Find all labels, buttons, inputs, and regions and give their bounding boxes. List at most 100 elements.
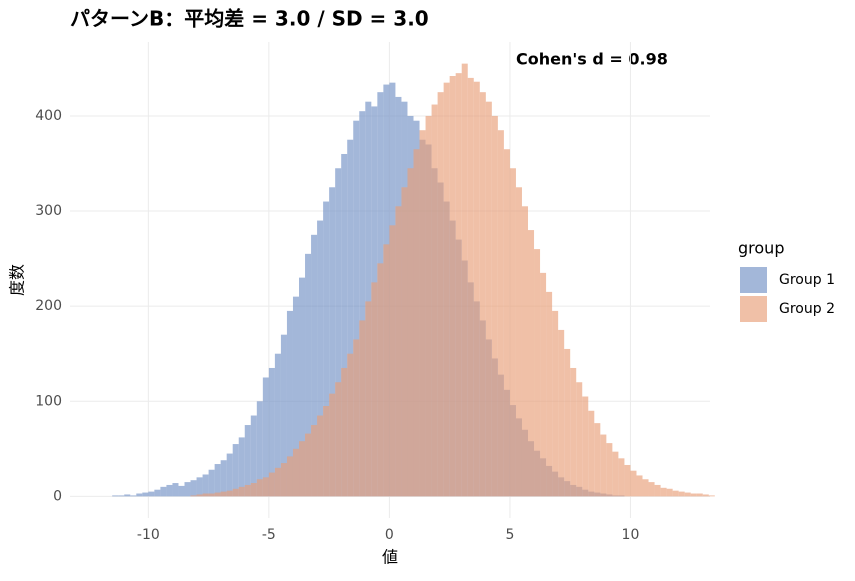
bar (112, 495, 119, 497)
bar (600, 434, 607, 497)
bar (232, 444, 239, 497)
bar (208, 469, 215, 497)
bar (684, 492, 691, 497)
bar (299, 277, 306, 497)
bar (419, 130, 426, 497)
bar (576, 382, 583, 497)
bar (401, 187, 408, 497)
x-tick-label: 5 (505, 527, 514, 543)
y-tick-label: 400 (35, 108, 62, 124)
bar (624, 464, 631, 497)
legend-label: Group 1 (779, 272, 835, 288)
bar (214, 464, 221, 497)
bar (220, 491, 227, 497)
bar (371, 282, 378, 497)
bar (690, 493, 697, 497)
bar (286, 310, 293, 497)
bar (678, 491, 685, 497)
bar (190, 495, 197, 497)
bar (461, 63, 468, 497)
bar (407, 168, 414, 497)
bar (317, 415, 324, 497)
bar (449, 76, 456, 497)
annotation: Cohen's d = 0.98 (516, 50, 668, 69)
bar (582, 396, 589, 497)
bar (654, 484, 661, 497)
bar (365, 301, 372, 497)
bar (347, 139, 354, 497)
bar (292, 448, 300, 497)
bar (142, 492, 149, 497)
bar (443, 82, 450, 497)
bar (341, 153, 348, 497)
bar (473, 81, 480, 497)
bar (172, 483, 179, 497)
x-tick-label: 0 (385, 527, 394, 543)
bar (425, 115, 432, 497)
bar (244, 425, 251, 497)
bar (202, 493, 209, 497)
x-tick-label: -5 (262, 527, 276, 543)
bar (335, 382, 342, 497)
bar (292, 296, 300, 497)
bar (190, 480, 197, 497)
bar (311, 425, 318, 497)
bar (178, 485, 185, 497)
bar (485, 101, 492, 497)
bar (184, 482, 191, 497)
bar (154, 489, 161, 497)
bar (353, 120, 360, 497)
chart-title: パターンB：平均差 = 3.0 / SD = 3.0 (70, 7, 429, 31)
bar (335, 168, 342, 497)
x-tick-label: -10 (137, 527, 160, 543)
bar (202, 474, 209, 497)
bar (124, 494, 131, 497)
bar (214, 492, 221, 497)
bar (660, 487, 667, 497)
bar (226, 490, 233, 497)
bar (256, 401, 263, 497)
bar (250, 483, 257, 497)
bar (305, 253, 312, 497)
bar (606, 443, 613, 497)
bar (413, 149, 420, 497)
bar (286, 456, 293, 497)
bar (503, 149, 510, 497)
bar (672, 490, 679, 497)
bar (353, 339, 360, 497)
bar (594, 423, 601, 497)
bar (208, 493, 215, 497)
bar (564, 348, 571, 497)
bar (268, 367, 275, 497)
bar (528, 230, 535, 497)
bar (534, 249, 541, 497)
bar (220, 460, 227, 497)
bar (250, 415, 257, 497)
bar (702, 494, 709, 497)
bar (588, 410, 595, 497)
x-axis-label: 値 (382, 548, 398, 567)
bar (196, 494, 203, 497)
bar (262, 377, 269, 497)
x-tick-label: 10 (622, 527, 640, 543)
bar (244, 484, 251, 497)
bar (540, 272, 547, 497)
bar (696, 493, 703, 497)
bar (552, 310, 559, 497)
bar (570, 367, 577, 497)
bar (317, 220, 324, 497)
bar (280, 463, 287, 497)
bar (612, 451, 619, 497)
legend-title: group (738, 239, 784, 258)
y-tick-label: 300 (35, 203, 62, 219)
bar (329, 393, 336, 497)
y-tick-label: 200 (35, 298, 62, 314)
legend-label: Group 2 (779, 301, 835, 317)
bar (365, 101, 372, 497)
bar (238, 437, 245, 497)
bar (323, 201, 330, 497)
bar (389, 225, 396, 497)
bar (347, 353, 354, 497)
bar (136, 493, 143, 497)
bar (256, 479, 263, 497)
